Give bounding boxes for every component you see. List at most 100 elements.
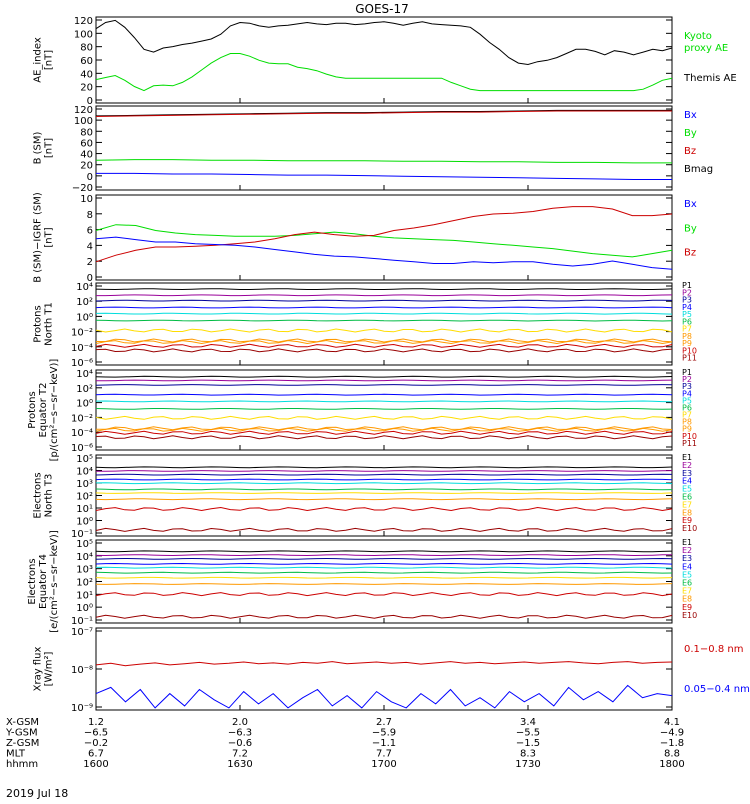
channel-line (95, 506, 673, 512)
channel-legend-label: E4 (682, 477, 692, 486)
channel-line (95, 408, 673, 410)
channel-line (95, 393, 673, 396)
channel-line (95, 328, 673, 333)
panel-p_t2: 10⁴ 10² 10⁰ 10⁻² 10⁻⁴ 10⁻⁶ Protons Equator T2 [p… (27, 359, 697, 462)
y-tick-label: 10⁻² (71, 328, 93, 339)
y-axis-label: Equator T4 (38, 554, 49, 609)
channel-legend-label: P3 (682, 382, 692, 391)
series-line (95, 159, 672, 164)
channel-line (96, 426, 673, 431)
series-line (95, 109, 672, 117)
x-axis-value: −1.8 (660, 738, 684, 749)
channel-legend-label: E3 (682, 554, 692, 563)
channel-line (95, 343, 673, 348)
channel-legend-label: P2 (682, 288, 692, 297)
y-tick-label: 100 (74, 116, 93, 127)
x-axis-value: −0.6 (228, 738, 252, 749)
channel-legend-label: E4 (682, 562, 692, 571)
y-tick-label: 40 (80, 150, 93, 161)
y-axis-label: [p/(cm²−s−sr−keV)] (49, 359, 60, 462)
x-axis-value: −0.2 (84, 738, 108, 749)
y-axis-label: North T3 (44, 474, 55, 518)
channel-line (95, 614, 673, 619)
channel-legend-label: P11 (682, 439, 697, 448)
channel-legend-label: E5 (682, 570, 692, 579)
y-tick-label: 10³ (76, 565, 93, 576)
x-axis-value: 1600 (83, 759, 108, 770)
x-axis-value: −4.9 (660, 728, 684, 739)
y-tick-label: 40 (80, 69, 93, 80)
y-tick-label: 10² (76, 578, 93, 589)
y-tick-label: 20 (80, 161, 93, 172)
channel-line (95, 306, 673, 309)
x-axis-value: 7.7 (376, 749, 392, 760)
legend-entry: 0.1−0.8 nm (684, 644, 743, 655)
channel-line (95, 312, 673, 315)
y-tick-label: 10⁻² (71, 413, 93, 424)
channel-line (95, 473, 673, 476)
y-tick-label: 80 (80, 127, 93, 138)
x-axis-row-label: Z-GSM (6, 738, 39, 749)
channel-line (95, 400, 673, 403)
series-line (96, 172, 672, 180)
panel-xray: 10⁻⁷ 10⁻⁸ 10⁻⁹ Xray flux [W/m²] 0.1−0.8 nm 0.0… (33, 627, 750, 714)
x-axis-value: 1630 (227, 759, 252, 770)
y-axis-label: Electrons (33, 472, 44, 518)
channel-legend-label: P5 (682, 310, 692, 319)
series-line (95, 19, 673, 66)
series-line (95, 224, 673, 258)
channel-legend-label: E1 (682, 538, 692, 547)
channel-line (95, 288, 673, 291)
legend-entry: Kyoto (684, 31, 712, 42)
y-tick-label: 10⁰ (76, 517, 93, 528)
legend-entry: 0.05−0.4 nm (684, 684, 750, 695)
y-tick-label: 10⁰ (76, 312, 93, 323)
channel-legend-label: P7 (682, 411, 692, 420)
panel-frame (95, 627, 673, 711)
y-tick-label: 10⁴ (76, 369, 93, 380)
y-axis-label: Protons (33, 305, 44, 342)
x-axis-row-label: Y-GSM (5, 728, 38, 739)
x-axis-value: −1.1 (372, 738, 396, 749)
channel-line (95, 554, 673, 557)
x-axis-value: −6.5 (84, 728, 108, 739)
date-label: 2019 Jul 18 (6, 787, 68, 800)
x-axis-value: 2.7 (376, 717, 392, 728)
y-tick-label: 0 (87, 273, 93, 284)
channel-line (95, 576, 673, 579)
channel-legend-label: E1 (682, 453, 692, 462)
y-tick-label: 10⁻⁷ (71, 627, 93, 638)
channel-legend-label: E5 (682, 485, 692, 494)
y-axis-label: [nT] (44, 50, 55, 70)
channel-line (95, 571, 673, 574)
y-axis-label: Protons (27, 391, 38, 428)
y-axis-label: [nT] (44, 227, 55, 247)
y-tick-label: 100 (74, 29, 93, 40)
legend-entry: Bmag (684, 164, 713, 175)
y-tick-label: 10⁻⁴ (71, 343, 93, 354)
x-axis-value: 1.2 (88, 717, 104, 728)
y-tick-label: 60 (80, 138, 93, 149)
channel-line (95, 478, 673, 481)
y-tick-label: 60 (80, 56, 93, 67)
y-tick-label: 8 (87, 210, 93, 221)
channel-legend-label: E2 (682, 461, 692, 470)
series-line (95, 110, 672, 117)
channel-legend-label: E7 (682, 587, 692, 596)
channel-line (95, 427, 673, 432)
channel-line (95, 299, 673, 302)
y-tick-label: 10⁻¹ (71, 529, 93, 540)
channel-legend-label: E7 (682, 500, 692, 509)
y-tick-label: 10³ (76, 479, 93, 490)
channel-legend-label: P1 (682, 368, 692, 377)
channel-legend-label: E8 (682, 595, 692, 604)
y-axis-label: [e/(cm²−s−sr−keV)] (49, 530, 60, 633)
channel-line (96, 470, 673, 472)
channel-line (95, 466, 673, 469)
channel-legend-label: E3 (682, 469, 692, 478)
y-tick-label: 10⁻⁹ (71, 703, 93, 714)
x-axis-value: 4.1 (664, 717, 680, 728)
y-tick-label: 10⁴ (76, 467, 93, 478)
